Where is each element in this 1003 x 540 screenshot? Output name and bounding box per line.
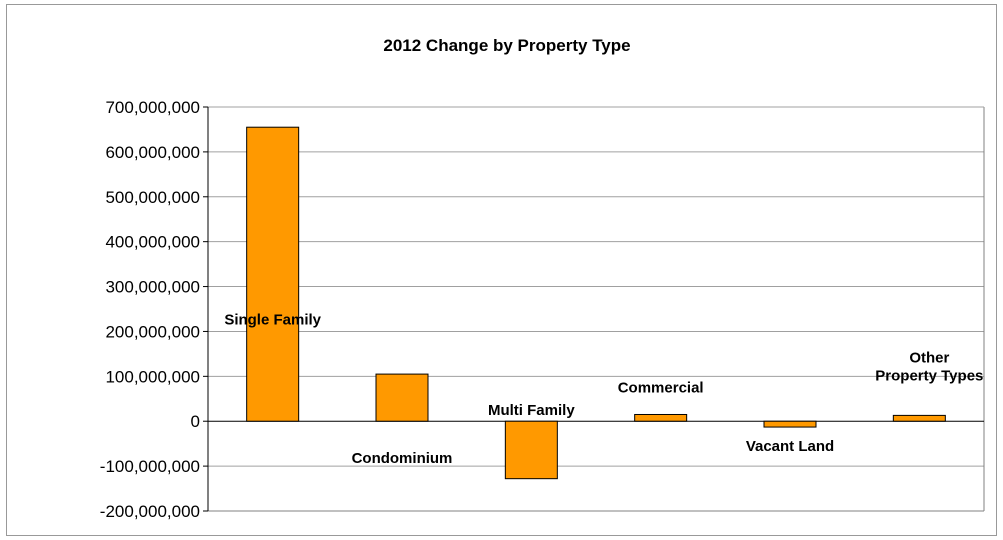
chart-frame: 2012 Change by Property Type (6, 4, 997, 536)
y-tick-label: 700,000,000 (105, 98, 200, 117)
bar (892, 414, 946, 422)
y-tick-label: -100,000,000 (100, 457, 200, 476)
axes: 700,000,000 600,000,000 500,000,000 400,000… (100, 98, 985, 521)
category-label: Vacant Land (746, 438, 834, 455)
bar (634, 413, 688, 422)
y-tick-label: 600,000,000 (105, 143, 200, 162)
category-label: Commercial (618, 379, 704, 396)
y-tick-label: 200,000,000 (105, 322, 200, 341)
category-label: Single Family (224, 312, 321, 329)
category-label: Other (909, 349, 949, 366)
category-label: Property Types (875, 367, 983, 384)
category-label: Condominium (352, 450, 453, 467)
y-tick-label: 0 (191, 412, 200, 431)
bar (763, 420, 817, 428)
y-tick-label: -200,000,000 (100, 502, 200, 521)
y-tick-label: 400,000,000 (105, 233, 200, 252)
category-labels: Single Family Condominium Multi Family Comm… (224, 312, 983, 468)
bar (246, 126, 300, 422)
bar (375, 373, 429, 422)
y-tick-label: 100,000,000 (105, 367, 200, 386)
y-tick-label: 500,000,000 (105, 188, 200, 207)
bar (504, 420, 558, 480)
chart-title: 2012 Change by Property Type (383, 36, 631, 55)
y-tick-label: 300,000,000 (105, 278, 200, 297)
gridlines (208, 106, 984, 467)
category-label: Multi Family (488, 402, 575, 419)
bars (246, 126, 946, 480)
